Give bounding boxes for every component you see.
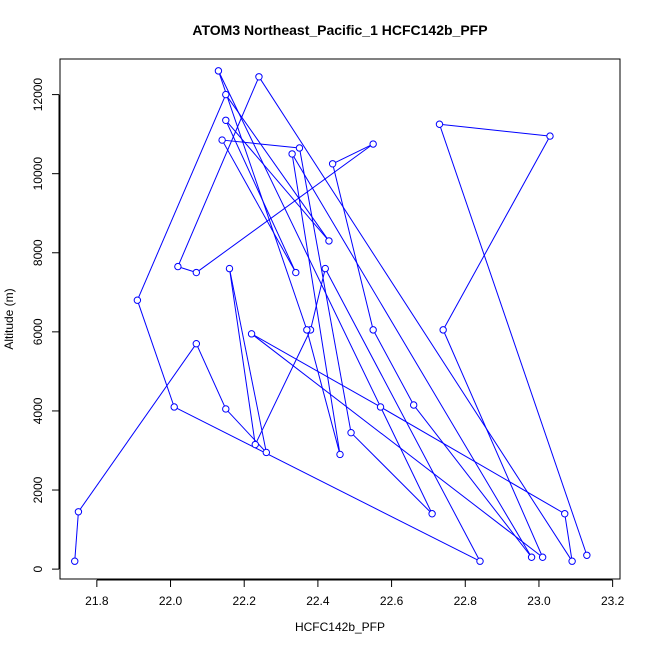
y-axis: 0 2000 4000 6000 8000 10000 12000: [31, 78, 60, 572]
data-point: [222, 405, 230, 413]
data-point: [192, 268, 201, 277]
series-segment: [332, 163, 374, 330]
data-point: [247, 330, 256, 338]
data-point: [583, 551, 591, 559]
data-point: [218, 136, 226, 144]
data-point: [225, 264, 234, 273]
data-point: [74, 508, 83, 516]
data-point: [409, 401, 418, 409]
series-segment: [177, 76, 260, 267]
data-point: [174, 262, 182, 271]
y-tick-label: 0: [31, 565, 45, 572]
data-point: [538, 553, 547, 561]
x-tick-label: 23.0: [527, 594, 551, 608]
data-point: [428, 510, 436, 518]
series-segment: [413, 404, 532, 558]
series-segment: [251, 333, 543, 558]
series-segment: [195, 343, 227, 410]
y-tick-label: 12000: [31, 78, 45, 112]
y-tick-label: 4000: [31, 397, 45, 424]
series-segment: [564, 513, 573, 562]
chart-title: ATOM3 Northeast_Pacific_1 HCFC142b_PFP: [192, 22, 487, 38]
x-axis-label: HCFC142b_PFP: [295, 620, 385, 634]
series-segment: [221, 139, 297, 273]
series-segment: [173, 406, 481, 562]
series-segment: [324, 268, 481, 562]
series-segment: [196, 143, 374, 273]
data-point: [546, 132, 554, 140]
data-point: [255, 73, 263, 81]
y-tick-label: 8000: [31, 239, 45, 266]
data-point: [222, 116, 230, 124]
data-point: [439, 326, 447, 334]
x-tick-label: 21.8: [85, 594, 109, 608]
data-point: [292, 268, 300, 277]
data-point: [295, 144, 304, 152]
x-tick-label: 23.2: [601, 594, 625, 608]
series-segment: [225, 408, 267, 453]
data-point: [222, 90, 230, 99]
series-segment: [225, 119, 330, 242]
data-point: [369, 140, 377, 148]
series-segment: [332, 143, 374, 165]
series-segment: [225, 94, 330, 242]
data-point: [328, 160, 337, 168]
series-segment: [306, 329, 341, 455]
series-segment: [439, 124, 588, 556]
data-point: [170, 403, 178, 411]
series-segment: [372, 329, 415, 406]
series-segment: [228, 268, 256, 445]
data-point: [347, 428, 355, 437]
series-segment: [291, 153, 533, 558]
series-segment: [136, 94, 227, 301]
data-point: [251, 440, 259, 449]
series-segment: [291, 153, 341, 455]
series-segment: [350, 432, 433, 515]
series-segment: [136, 300, 175, 408]
data-point: [561, 510, 569, 518]
series-segment: [251, 333, 381, 408]
y-tick-label: 10000: [31, 157, 45, 191]
series-segment: [254, 329, 311, 445]
y-tick-label: 2000: [31, 476, 45, 503]
series-segment: [228, 268, 267, 453]
data-point: [325, 237, 333, 245]
data-point: [288, 150, 296, 158]
series-segment: [222, 139, 300, 149]
data-point: [336, 450, 344, 459]
x-tick-label: 22.2: [233, 594, 257, 608]
y-axis-label: Altitude (m): [2, 288, 16, 349]
data-point: [303, 326, 311, 334]
data-point: [133, 296, 142, 304]
series-segment: [217, 70, 308, 331]
x-axis: 21.8 22.0 22.2 22.4 22.6 22.8 23.0 23.2: [85, 579, 625, 608]
data-point: [476, 557, 484, 565]
series-segment: [442, 135, 551, 331]
plot-frame: [59, 58, 621, 580]
data-point: [262, 448, 271, 457]
data-point: [568, 557, 576, 565]
series-layer: [71, 67, 591, 565]
data-point: [527, 553, 536, 561]
data-point: [369, 326, 377, 334]
data-point: [376, 403, 385, 411]
series-segment: [439, 123, 551, 137]
x-tick-label: 22.4: [306, 594, 330, 608]
x-tick-label: 22.0: [159, 594, 183, 608]
y-tick-label: 6000: [31, 318, 45, 345]
x-tick-label: 22.8: [454, 594, 478, 608]
data-point: [71, 557, 79, 565]
data-point: [321, 264, 329, 273]
series-segment: [78, 343, 197, 513]
data-point: [214, 67, 223, 75]
data-point: [192, 340, 201, 348]
x-tick-label: 22.6: [380, 594, 404, 608]
data-point: [435, 120, 444, 128]
series-segment: [442, 329, 544, 558]
series-segment: [380, 406, 565, 515]
series-segment: [217, 70, 433, 514]
series-segment: [74, 511, 79, 562]
series-segment: [258, 76, 573, 562]
